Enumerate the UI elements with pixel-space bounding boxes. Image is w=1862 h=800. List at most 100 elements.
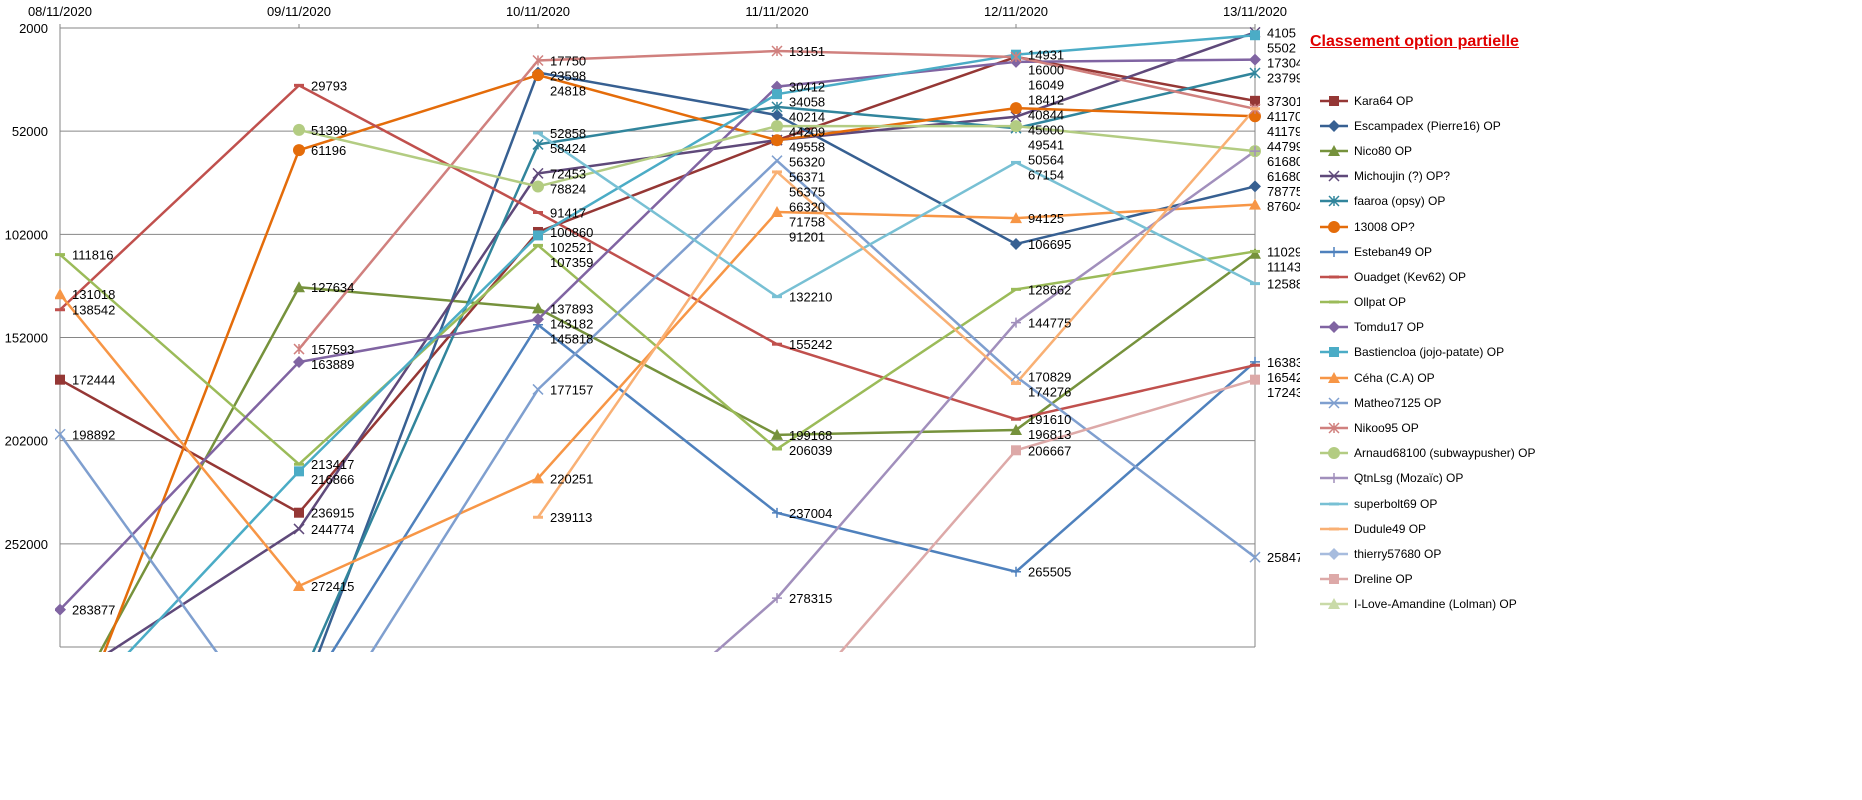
data-point-marker: [293, 523, 305, 535]
data-label: 78775: [1267, 184, 1300, 199]
data-label: 87604: [1267, 199, 1300, 214]
data-label: 72453: [550, 166, 586, 181]
legend-label: Nikoo95 OP: [1354, 421, 1419, 436]
legend-marker-icon: [1329, 95, 1339, 106]
data-label: 196813: [1028, 427, 1071, 442]
legend-marker-icon: [1329, 473, 1339, 484]
data-point-marker: [1249, 67, 1261, 79]
data-label: 78824: [550, 181, 586, 196]
data-point-marker: [293, 281, 305, 293]
y-tick-label: 202000: [5, 434, 48, 449]
legend-marker-icon: [1328, 321, 1340, 334]
legend-label: Bastiencloa (jojo-patate) OP: [1354, 345, 1505, 360]
legend-label: Matheo7125 OP: [1354, 395, 1442, 410]
data-point-marker: [1249, 551, 1261, 563]
series-line: [713, 150, 1256, 652]
data-label: 111436: [1267, 259, 1300, 274]
data-label: 51399: [311, 123, 347, 138]
y-tick-label: 102000: [5, 227, 48, 242]
series-line: [59, 83, 1256, 421]
legend-item: Dudule49 OP: [1320, 516, 1535, 541]
data-label: 145818: [550, 331, 593, 346]
series-line: [317, 71, 1256, 652]
legend-key-icon: [1320, 347, 1348, 358]
data-point-marker: [1011, 566, 1021, 577]
data-label: 17750: [550, 53, 586, 68]
legend-key-icon: [1320, 473, 1348, 484]
data-label: 61196: [311, 143, 346, 158]
data-point-marker: [293, 123, 305, 136]
legend-marker-icon: [1328, 144, 1340, 156]
data-label: 23598: [550, 68, 586, 83]
legend-key-icon: [1320, 574, 1348, 585]
data-label: 144775: [1028, 316, 1071, 331]
data-label: 17304: [1267, 55, 1300, 70]
series-line: [537, 131, 1256, 299]
legend-item: Escampadex (Pierre16) OP: [1320, 113, 1535, 138]
legend-key-icon: [1320, 547, 1348, 560]
data-point-marker: [1250, 146, 1260, 157]
data-label: 198892: [72, 427, 115, 442]
data-label: 52858: [550, 126, 586, 141]
data-label: 155242: [789, 337, 832, 352]
data-label: 177157: [550, 382, 593, 397]
legend-item: Nikoo95 OP: [1320, 415, 1535, 440]
legend-label: superbolt69 OP: [1354, 496, 1438, 511]
data-label: 91201: [789, 230, 825, 245]
data-label: 40214: [789, 110, 825, 125]
data-label: 106695: [1028, 237, 1071, 252]
legend-label: Ollpat OP: [1354, 295, 1407, 310]
data-label: 172436: [1267, 385, 1300, 400]
data-label: 174276: [1028, 384, 1071, 399]
data-label: 244774: [311, 522, 354, 537]
data-point-marker: [771, 134, 783, 147]
data-label: 29793: [311, 78, 347, 93]
data-point-marker: [1011, 317, 1021, 328]
data-label: 220251: [550, 471, 593, 486]
x-tick-labels: 08/11/2020 09/11/2020 10/11/2020 11/11/2020…: [28, 4, 1287, 19]
x-tick-label: 13/11/2020: [1223, 4, 1287, 19]
data-label: 49558: [789, 140, 825, 155]
legend-key-icon: [1320, 447, 1348, 460]
data-label: 278315: [789, 591, 832, 606]
legend-key-icon: [1320, 119, 1348, 132]
data-label: 94125: [1028, 211, 1064, 226]
legend-item: Céha (C.A) OP: [1320, 365, 1535, 390]
data-point-marker: [1249, 198, 1261, 210]
legend-label: 13008 OP?: [1354, 219, 1415, 234]
data-point-marker: [771, 109, 783, 122]
data-label: 58424: [550, 141, 586, 156]
data-point-marker: [771, 120, 783, 133]
data-point-marker: [771, 155, 783, 167]
data-label: 50564: [1028, 153, 1064, 168]
chart-title: Classement option partielle: [1310, 33, 1519, 50]
legend-key-icon: [1320, 422, 1348, 434]
data-label: 5502: [1267, 40, 1296, 55]
data-point-marker: [294, 507, 304, 518]
legend-label: Tomdu17 OP: [1354, 320, 1425, 335]
series-lines: [58, 31, 1256, 652]
data-label: 258478: [1267, 550, 1300, 565]
x-tick-label: 10/11/2020: [506, 4, 570, 19]
data-point-marker: [1249, 247, 1261, 259]
data-point-marker: [294, 466, 304, 477]
data-point-marker: [532, 313, 544, 326]
data-label: 107359: [550, 255, 593, 270]
data-point-marker: [772, 593, 782, 604]
legend-marker-icon: [1328, 547, 1340, 560]
data-label: 165427: [1267, 370, 1300, 385]
legend-key-icon: [1320, 598, 1348, 610]
legend-item: Tomdu17 OP: [1320, 315, 1535, 340]
legend-item: Ouadget (Kev62) OP: [1320, 264, 1535, 289]
legend-marker-icon: [1329, 574, 1339, 585]
data-point-marker: [771, 101, 783, 113]
legend-key-icon: [1320, 195, 1348, 207]
data-label: 56320: [789, 155, 825, 170]
legend-item: Ollpat OP: [1320, 290, 1535, 315]
data-point-marker: [1249, 180, 1261, 193]
data-label: 56371: [789, 170, 825, 185]
legend-key-icon: [1320, 397, 1348, 409]
data-point-marker: [1249, 110, 1261, 123]
data-label: 199168: [789, 428, 832, 443]
